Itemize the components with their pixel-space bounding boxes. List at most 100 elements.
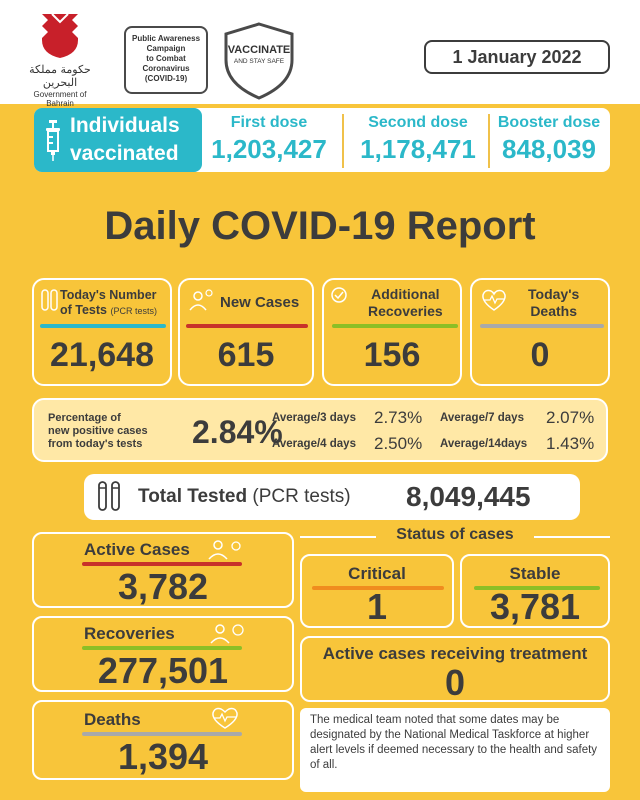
- deaths-label-line1: Today's: [528, 286, 580, 302]
- deaths-bar: [480, 324, 604, 328]
- syringe-icon: [46, 120, 60, 161]
- stable-label: Stable: [509, 564, 561, 583]
- new-cases-bar: [186, 324, 308, 328]
- total-tested-label-rest: (PCR tests): [252, 486, 351, 507]
- active-cases-label: Active Cases: [84, 540, 190, 559]
- booster-dose-label: Booster dose: [497, 114, 601, 131]
- critical-box: Critical 1: [300, 554, 454, 628]
- card-additional-recoveries: Additional Recoveries 156: [322, 278, 462, 386]
- total-tested-label: Total Tested (PCR tests): [138, 486, 351, 508]
- avg-3-days-label: Average/3 days: [272, 412, 356, 424]
- divider: [488, 114, 490, 168]
- stay-safe-text: AND STAY SAFE: [233, 58, 285, 65]
- avg-7-days-value: 2.07%: [546, 408, 595, 427]
- avg-14-days-label: Average/14days: [440, 438, 528, 450]
- active-cases-value: 3,782: [117, 566, 209, 607]
- campaign-badge: Public Awareness Campaign to Combat Coro…: [124, 26, 208, 94]
- deaths-total-bar: [82, 732, 242, 736]
- critical-value: 1: [366, 586, 388, 627]
- second-dose-label: Second dose: [368, 114, 468, 131]
- heart-pulse-icon: [212, 707, 238, 729]
- recovery-person-icon: [210, 624, 244, 644]
- status-divider: [300, 536, 376, 538]
- recoveries-label: Additional Recoveries: [368, 286, 443, 320]
- active-cases-box: Active Cases 3,782: [32, 532, 294, 608]
- test-tubes-icon: [98, 481, 120, 511]
- campaign-line: Public Awareness: [131, 34, 201, 43]
- vaccination-strip: Individuals vaccinated First dose 1,203,…: [34, 108, 610, 172]
- report-title: Daily COVID-19 Report: [104, 204, 536, 248]
- individuals-vaccinated-label: Individuals vaccinated: [34, 108, 202, 172]
- status-divider: [534, 536, 610, 538]
- recoveries-total-value: 277,501: [97, 650, 229, 691]
- first-dose-label: First dose: [230, 114, 308, 131]
- second-dose: Second dose 1,178,471: [350, 108, 486, 172]
- campaign-line: to Combat: [146, 54, 186, 63]
- vaccinated-line1: Individuals: [70, 114, 180, 137]
- bahrain-emblem-icon: [42, 13, 78, 58]
- active-treatment-label: Active cases receiving treatment: [322, 644, 588, 663]
- recoveries-bar: [332, 324, 458, 328]
- deaths-total-label: Deaths: [84, 710, 141, 729]
- active-treatment-box: Active cases receiving treatment 0: [300, 636, 610, 703]
- new-cases-label: New Cases: [220, 294, 300, 311]
- test-tubes-icon: [41, 289, 58, 311]
- recoveries-label-line2: Recoveries: [368, 303, 443, 319]
- avg-7-days-label: Average/7 days: [440, 412, 524, 424]
- recoveries-total-label: Recoveries: [84, 624, 175, 643]
- avg-3-days-value: 2.73%: [374, 408, 423, 427]
- positivity-desc-line: Percentage of: [48, 412, 121, 424]
- booster-dose-value: 848,039: [502, 134, 596, 164]
- tests-label-line2: of Tests: [60, 303, 107, 317]
- stable-value: 3,781: [489, 586, 581, 627]
- card-tests: Today's Number of Tests (PCR tests) 21,6…: [32, 278, 172, 386]
- gov-name-arabic: حكومة مملكة البحرين: [29, 63, 91, 89]
- gov-name-english: Government of Bahrain: [33, 90, 87, 108]
- status-title: Status of cases: [396, 526, 514, 543]
- deaths-total-value: 1,394: [117, 736, 209, 777]
- divider: [342, 114, 344, 168]
- vaccinated-line2: vaccinated: [70, 142, 179, 165]
- active-cases-bar: [82, 562, 242, 566]
- tests-label-line1: Today's Number: [60, 288, 157, 302]
- total-tested-value: 8,049,445: [406, 481, 531, 512]
- campaign-line: (COVID-19): [144, 74, 188, 83]
- positivity-description: Percentage of new positive cases from to…: [48, 412, 148, 451]
- heart-pulse-icon: [482, 289, 506, 311]
- critical-label: Critical: [348, 564, 406, 583]
- campaign-line: Coronavirus: [142, 64, 190, 73]
- second-dose-value: 1,178,471: [360, 134, 476, 164]
- first-dose-value: 1,203,427: [211, 134, 327, 164]
- government-logo: حكومة مملكة البحرين Government of Bahrai…: [22, 10, 98, 108]
- shield-icon: [224, 22, 294, 100]
- recovery-person-icon: [331, 287, 347, 303]
- recoveries-box: Recoveries 277,501: [32, 616, 294, 692]
- card-new-cases: New Cases 615: [178, 278, 314, 386]
- avg-14-days-value: 1.43%: [546, 434, 595, 453]
- positivity-desc-line: new positive cases: [48, 425, 148, 437]
- positivity-rate-box: Percentage of new positive cases from to…: [32, 398, 608, 462]
- header: حكومة مملكة البحرين Government of Bahrai…: [0, 0, 640, 108]
- stable-bar: [474, 586, 600, 590]
- report-date: 1 January 2022: [424, 40, 610, 74]
- positivity-desc-line: from today's tests: [48, 438, 143, 450]
- total-tested-box: Total Tested (PCR tests) 8,049,445: [84, 474, 580, 520]
- total-tested-label-bold: Total Tested: [138, 486, 248, 507]
- recoveries-label-line1: Additional: [371, 286, 440, 302]
- recoveries-total-bar: [82, 646, 242, 650]
- avg-4-days-value: 2.50%: [374, 434, 423, 453]
- todays-deaths-value: 0: [530, 336, 550, 374]
- medical-team-note: The medical team noted that some dates m…: [300, 708, 610, 792]
- vaccinate-shield-badge: VACCINATE AND STAY SAFE: [220, 22, 298, 100]
- deaths-box: Deaths 1,394: [32, 700, 294, 780]
- tests-label-small: (PCR tests): [110, 306, 157, 316]
- tests-label: Today's Number of Tests (PCR tests): [60, 288, 157, 319]
- active-treatment-value: 0: [444, 662, 466, 703]
- first-dose: First dose 1,203,427: [206, 108, 332, 172]
- tests-bar: [40, 324, 166, 328]
- stable-box: Stable 3,781: [460, 554, 610, 628]
- new-cases-value: 615: [217, 336, 275, 374]
- positivity-rate-value: 2.84%: [192, 414, 283, 450]
- card-todays-deaths: Today's Deaths 0: [470, 278, 610, 386]
- recoveries-value: 156: [363, 336, 421, 374]
